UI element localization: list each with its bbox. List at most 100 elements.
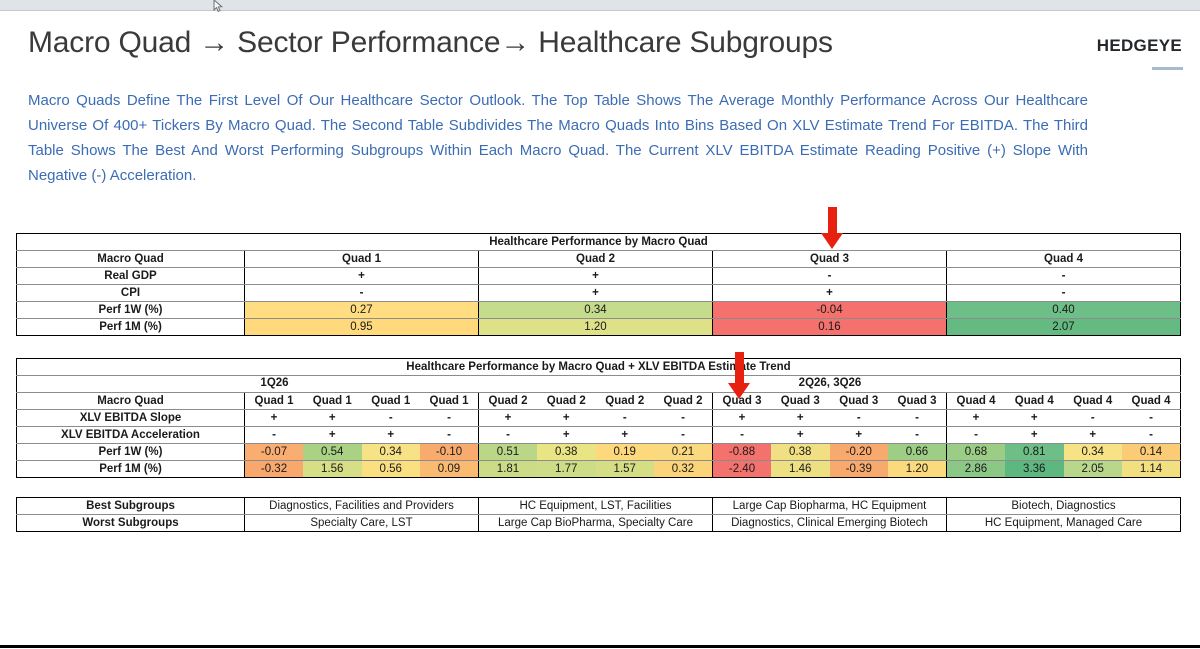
perf-cell: 0.66 bbox=[888, 443, 947, 461]
perf-cell: 1.56 bbox=[303, 460, 362, 478]
perf-cell: 2.86 bbox=[946, 460, 1005, 478]
quad-col-header: Quad 2 bbox=[537, 392, 596, 410]
table2-title: Healthcare Performance by Macro Quad + X… bbox=[16, 358, 1181, 376]
perf-cell: 0.81 bbox=[1005, 443, 1064, 461]
gdp-sign: - bbox=[712, 267, 947, 285]
row-label-real-gdp: Real GDP bbox=[16, 267, 245, 285]
mouse-cursor-icon bbox=[213, 0, 224, 12]
quad-col-header: Quad 2 bbox=[595, 392, 654, 410]
perf-cell: 0.32 bbox=[654, 460, 713, 478]
red-arrow-head bbox=[728, 383, 750, 399]
worst-subgroup-cell: Specialty Care, LST bbox=[244, 514, 479, 532]
best-subgroup-cell: Biotech, Diagnostics bbox=[946, 497, 1181, 515]
row-label-perf-1m: Perf 1M (%) bbox=[16, 460, 245, 478]
perf-cell: 2.07 bbox=[946, 318, 1181, 336]
table-macro-quad-performance: Healthcare Performance by Macro Quad Mac… bbox=[16, 233, 1181, 336]
perf-cell: 0.16 bbox=[712, 318, 947, 336]
quad-col-header: Quad 4 bbox=[1005, 392, 1064, 410]
hedgeye-logo: HEDGEYE bbox=[1096, 36, 1182, 55]
slope-sign: - bbox=[420, 409, 479, 427]
row-label-ebitda-accel: XLV EBITDA Acceleration bbox=[16, 426, 245, 444]
row-label-perf-1w: Perf 1W (%) bbox=[16, 301, 245, 319]
quad-col-header: Quad 3 bbox=[888, 392, 947, 410]
worst-subgroup-cell: HC Equipment, Managed Care bbox=[984, 517, 1143, 529]
red-arrow-head bbox=[821, 233, 843, 249]
accel-sign: - bbox=[654, 426, 713, 444]
quad-col-header: Quad 3 bbox=[771, 392, 830, 410]
perf-cell: 1.46 bbox=[771, 460, 830, 478]
accel-sign: - bbox=[946, 426, 1005, 444]
window-top-strip bbox=[0, 0, 1200, 12]
row-label-perf-1w: Perf 1W (%) bbox=[16, 443, 245, 461]
perf-cell: 0.38 bbox=[537, 443, 596, 461]
perf-cell: 1.14 bbox=[1122, 460, 1181, 478]
slope-sign: + bbox=[946, 409, 1005, 427]
accel-sign: + bbox=[361, 426, 420, 444]
perf-cell: 0.54 bbox=[303, 443, 362, 461]
slope-sign: - bbox=[361, 409, 420, 427]
accel-sign: + bbox=[829, 426, 888, 444]
period-row: 1Q26 2Q26, 3Q26 bbox=[16, 375, 1181, 393]
perf-cell: 0.19 bbox=[595, 443, 654, 461]
best-subgroup-cell: HC Equipment, LST, Facilities bbox=[478, 497, 713, 515]
perf-cell: 0.34 bbox=[361, 443, 420, 461]
table-macro-quad-ebitda-bins: Healthcare Performance by Macro Quad + X… bbox=[16, 358, 1182, 478]
worst-subgroup-cell: Diagnostics, Clinical Emerging Biotech bbox=[712, 514, 947, 532]
row-label-macro-quad: Macro Quad bbox=[16, 250, 245, 268]
quad-col-header: Quad 1 bbox=[361, 392, 420, 410]
gdp-sign: - bbox=[946, 267, 1181, 285]
perf-cell: -0.10 bbox=[420, 443, 479, 461]
period-2q26-3q26: 2Q26, 3Q26 bbox=[798, 377, 862, 389]
quad-col-header: Quad 2 bbox=[478, 392, 537, 410]
cpi-sign: - bbox=[946, 284, 1181, 302]
logo-underline bbox=[1152, 67, 1183, 70]
perf-cell: 0.56 bbox=[361, 460, 420, 478]
quad-col-header: Quad 2 bbox=[654, 392, 713, 410]
accel-sign: - bbox=[244, 426, 303, 444]
perf-cell: -0.07 bbox=[244, 443, 303, 461]
slope-sign: - bbox=[595, 409, 654, 427]
quad-col-header: Quad 1 bbox=[303, 392, 362, 410]
slope-sign: - bbox=[654, 409, 713, 427]
quad-col-header: Quad 3 bbox=[829, 392, 888, 410]
accel-sign: - bbox=[420, 426, 479, 444]
period-1q26: 1Q26 bbox=[260, 377, 289, 389]
intro-paragraph: Macro Quads Define The First Level Of Ou… bbox=[28, 92, 1088, 184]
quad-col-header: Quad 1 bbox=[420, 392, 479, 410]
row-label-best-subgroups: Best Subgroups bbox=[16, 497, 245, 515]
quad-header: Quad 4 bbox=[946, 250, 1181, 268]
perf-cell: 3.36 bbox=[1005, 460, 1064, 478]
row-label-cpi: CPI bbox=[16, 284, 245, 302]
accel-sign: - bbox=[888, 426, 947, 444]
page-title: Macro Quad → Sector Performance→ Healthc… bbox=[28, 26, 833, 59]
accel-sign: - bbox=[478, 426, 537, 444]
red-arrow-stem bbox=[827, 207, 837, 233]
perf-cell: -0.32 bbox=[244, 460, 303, 478]
perf-cell: 1.77 bbox=[537, 460, 596, 478]
slope-sign: - bbox=[829, 409, 888, 427]
accel-sign: + bbox=[537, 426, 596, 444]
table1-title: Healthcare Performance by Macro Quad bbox=[16, 233, 1181, 251]
slope-sign: - bbox=[1063, 409, 1122, 427]
perf-cell: 0.95 bbox=[244, 318, 479, 336]
slope-sign: + bbox=[771, 409, 830, 427]
worst-subgroup-cell: Large Cap BioPharma, Specialty Care bbox=[478, 514, 713, 532]
slope-sign: + bbox=[1005, 409, 1064, 427]
accel-sign: - bbox=[712, 426, 771, 444]
slope-sign: + bbox=[478, 409, 537, 427]
slope-sign: - bbox=[1122, 409, 1181, 427]
red-arrow-quad3-bins bbox=[728, 352, 750, 399]
quad-header: Quad 2 bbox=[478, 250, 713, 268]
perf-cell: 0.14 bbox=[1122, 443, 1181, 461]
accel-sign: + bbox=[1063, 426, 1122, 444]
quad-header: Quad 3 bbox=[712, 250, 947, 268]
perf-cell: 0.09 bbox=[420, 460, 479, 478]
perf-cell: 2.05 bbox=[1063, 460, 1122, 478]
perf-cell: -2.40 bbox=[712, 460, 771, 478]
best-subgroup-cell: Diagnostics, Facilities and Providers bbox=[244, 497, 479, 515]
row-label-macro-quad: Macro Quad bbox=[16, 392, 245, 410]
quad-col-header: Quad 4 bbox=[946, 392, 1005, 410]
accel-sign: + bbox=[1005, 426, 1064, 444]
perf-cell: 0.34 bbox=[1063, 443, 1122, 461]
